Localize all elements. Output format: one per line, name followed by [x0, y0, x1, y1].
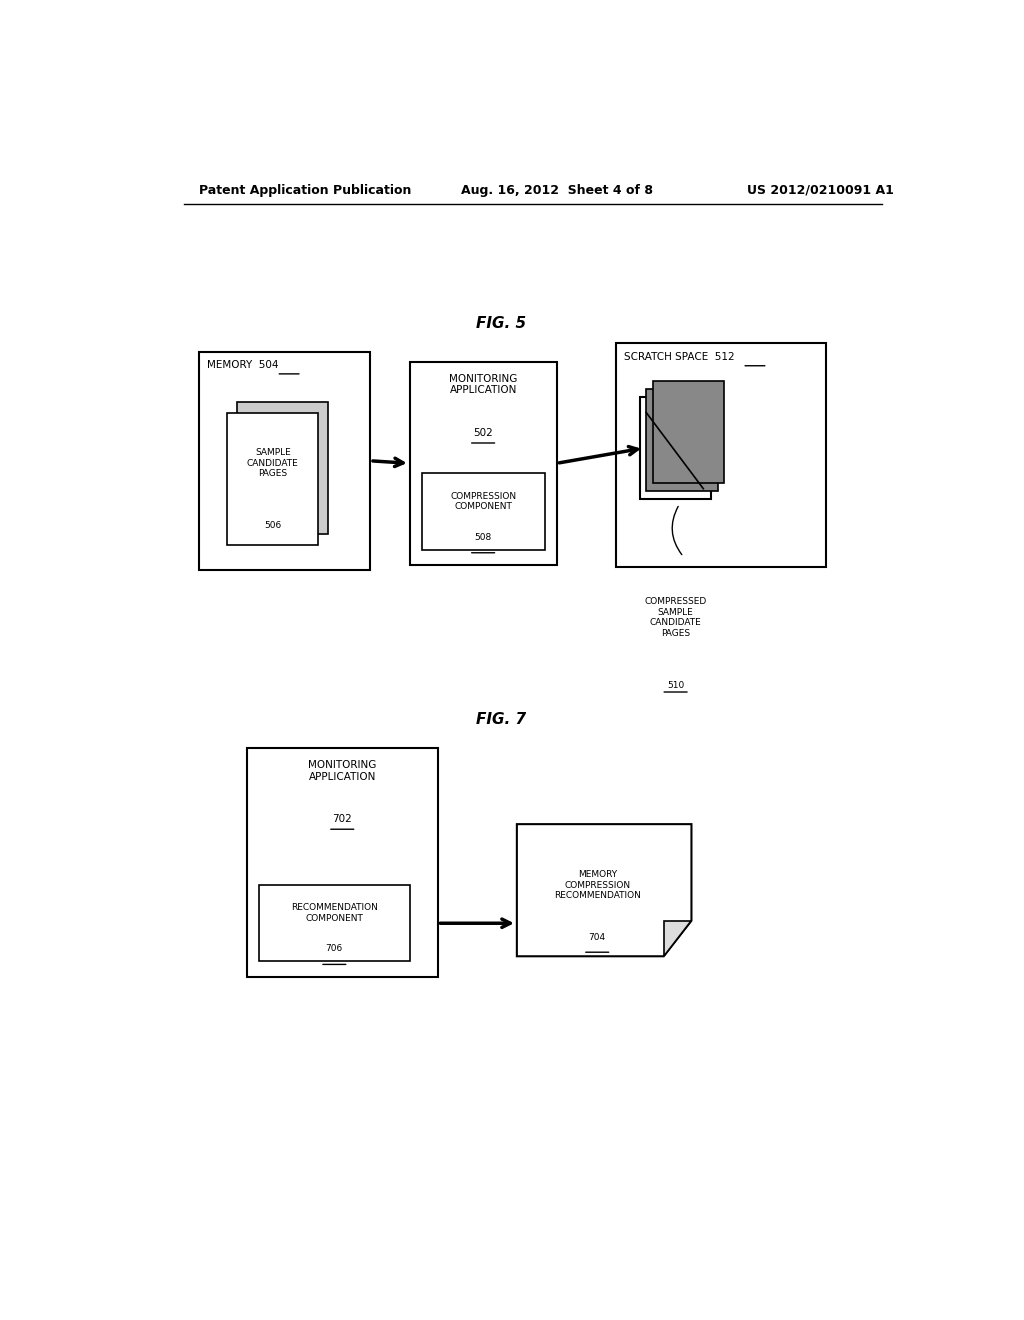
Polygon shape	[664, 921, 691, 956]
FancyBboxPatch shape	[422, 474, 545, 549]
Text: SAMPLE
CANDIDATE
PAGES: SAMPLE CANDIDATE PAGES	[247, 449, 299, 478]
Text: 706: 706	[326, 944, 343, 953]
Text: 704: 704	[589, 933, 606, 942]
FancyBboxPatch shape	[237, 403, 328, 535]
FancyBboxPatch shape	[410, 362, 557, 565]
Text: 508: 508	[474, 532, 492, 541]
Text: RECOMMENDATION
COMPONENT: RECOMMENDATION COMPONENT	[291, 903, 378, 923]
FancyBboxPatch shape	[247, 748, 437, 977]
Text: MEMORY  504: MEMORY 504	[207, 359, 279, 370]
FancyBboxPatch shape	[652, 381, 724, 483]
Text: FIG. 5: FIG. 5	[476, 315, 526, 331]
Text: US 2012/0210091 A1: US 2012/0210091 A1	[748, 183, 894, 197]
Text: MEMORY
COMPRESSION
RECOMMENDATION: MEMORY COMPRESSION RECOMMENDATION	[554, 870, 641, 900]
FancyBboxPatch shape	[646, 389, 718, 491]
Polygon shape	[517, 824, 691, 956]
Text: 502: 502	[473, 428, 493, 438]
Text: Patent Application Publication: Patent Application Publication	[200, 183, 412, 197]
Text: SCRATCH SPACE  512: SCRATCH SPACE 512	[624, 351, 734, 362]
FancyBboxPatch shape	[227, 412, 318, 545]
FancyBboxPatch shape	[259, 886, 410, 961]
Text: 506: 506	[264, 521, 282, 531]
FancyBboxPatch shape	[640, 397, 712, 499]
FancyBboxPatch shape	[616, 343, 826, 568]
Text: FIG. 7: FIG. 7	[476, 713, 526, 727]
Text: MONITORING
APPLICATION: MONITORING APPLICATION	[449, 374, 517, 396]
Text: COMPRESSION
COMPONENT: COMPRESSION COMPONENT	[451, 492, 516, 511]
FancyBboxPatch shape	[200, 351, 370, 570]
Text: 702: 702	[333, 814, 352, 824]
Text: Aug. 16, 2012  Sheet 4 of 8: Aug. 16, 2012 Sheet 4 of 8	[461, 183, 653, 197]
Text: 510: 510	[667, 681, 684, 690]
Text: MONITORING
APPLICATION: MONITORING APPLICATION	[308, 760, 377, 781]
Text: COMPRESSED
SAMPLE
CANDIDATE
PAGES: COMPRESSED SAMPLE CANDIDATE PAGES	[644, 598, 707, 638]
